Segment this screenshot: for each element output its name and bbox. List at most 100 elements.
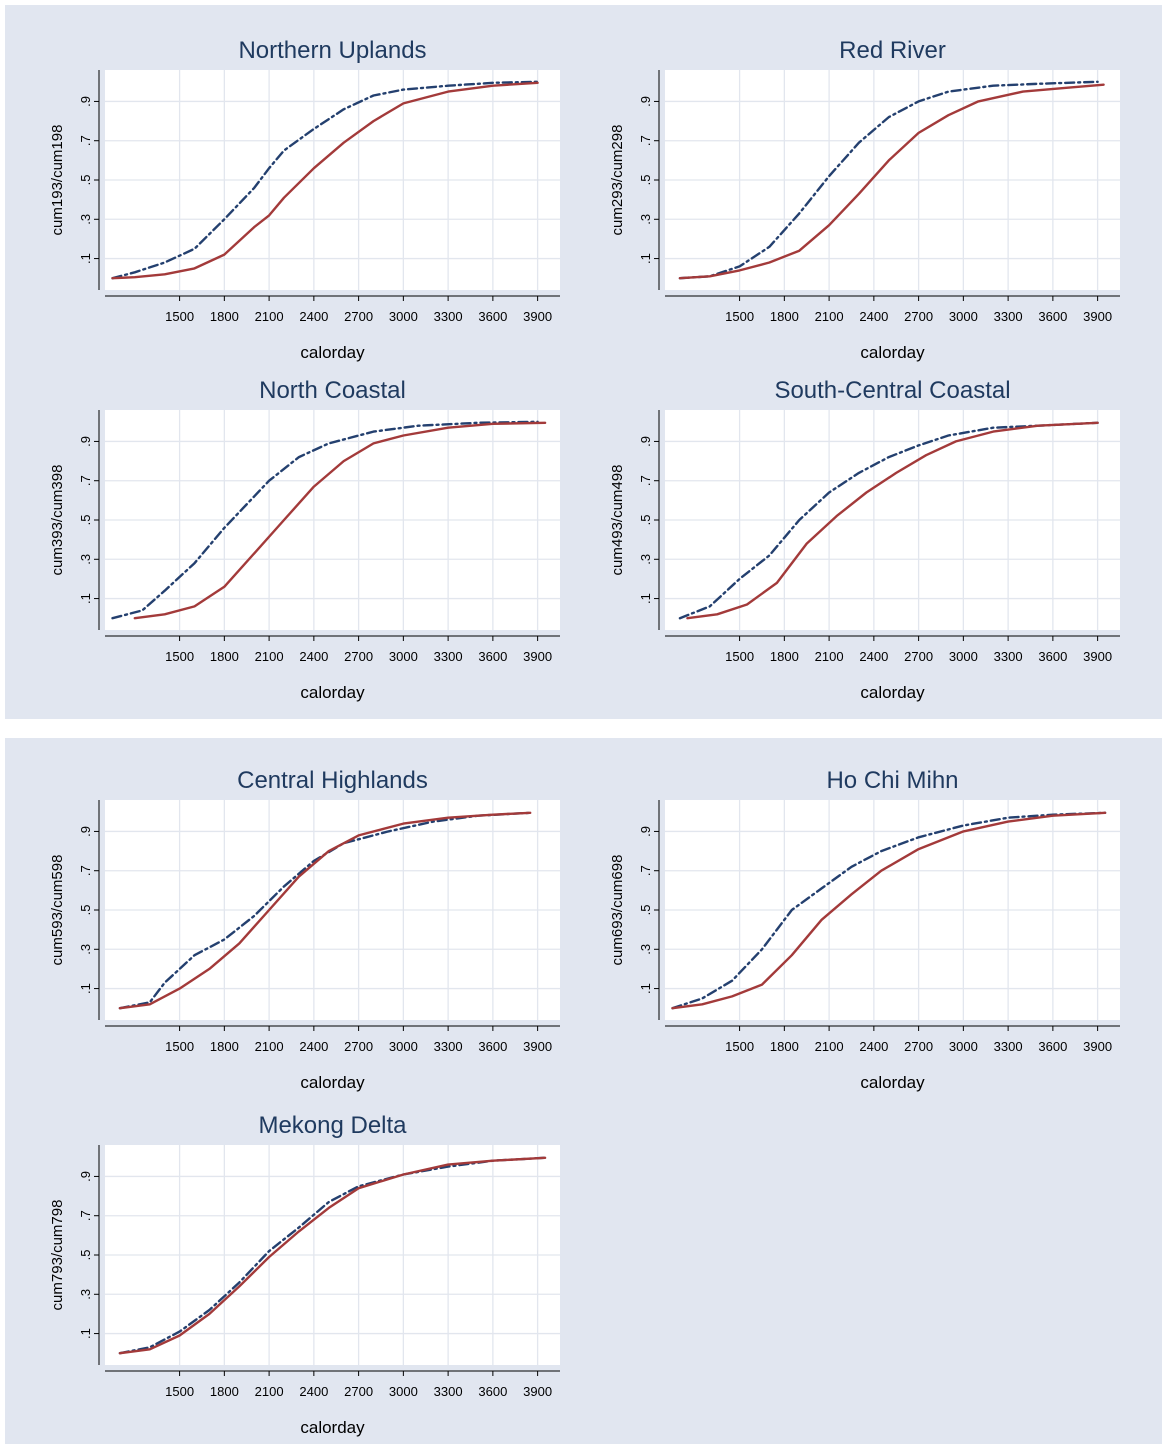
- y-tick-label: .5: [638, 905, 653, 916]
- x-tick-label: 3300: [434, 1384, 463, 1399]
- x-axis-label: calorday: [860, 1073, 925, 1092]
- y-tick-label: .5: [78, 515, 93, 526]
- chart-ho-chi-mihn: Ho Chi Mihn 1500 1800 2100 2400 2700 3000 3300 3…: [600, 765, 1130, 1092]
- x-tick-label: 3000: [949, 649, 978, 664]
- y-axis-label: cum793/cum798: [49, 1200, 66, 1311]
- x-axis-label: calorday: [300, 1418, 365, 1437]
- x-tick-label: 2400: [859, 649, 888, 664]
- x-tick-label: 2100: [815, 649, 844, 664]
- y-tick-label: .1: [638, 593, 653, 604]
- y-tick-label: .3: [78, 944, 93, 955]
- x-tick-label: 3000: [389, 649, 418, 664]
- x-tick-label: 1500: [165, 1039, 194, 1054]
- x-tick-label: 2700: [344, 1039, 373, 1054]
- series-line-dashdot: [678, 80, 1099, 280]
- y-tick-label: .9: [78, 436, 93, 447]
- series-line-dashdot: [671, 811, 1107, 1010]
- chart-svg: North Coastal 1500 1800 2100 2400 2700 3000 330…: [49, 377, 560, 702]
- y-tick-label: .9: [638, 826, 653, 837]
- y-axis-label: cum193/cum198: [49, 125, 66, 236]
- series-line-dashdot: [111, 80, 539, 280]
- x-tick-label: 3600: [1038, 649, 1067, 664]
- series-line-dashdot: [118, 811, 532, 1010]
- y-tick-label: .3: [78, 1289, 93, 1300]
- x-tick-label: 2100: [815, 309, 844, 324]
- x-tick-label: 2100: [255, 1039, 284, 1054]
- y-tick-label: .1: [638, 983, 653, 994]
- y-tick-label: .9: [638, 436, 653, 447]
- x-tick-label: 2400: [859, 309, 888, 324]
- chart-svg: Northern Uplands 1500 1800 2100 2400 2700 3000…: [49, 37, 560, 362]
- series-line-dashdot: [678, 421, 1099, 620]
- chart-title: South-Central Coastal: [774, 377, 1010, 404]
- x-tick-label: 3900: [523, 309, 552, 324]
- x-tick-label: 3300: [994, 1039, 1023, 1054]
- x-tick-label: 1800: [210, 649, 239, 664]
- x-tick-label: 3900: [523, 649, 552, 664]
- x-tick-label: 2700: [904, 649, 933, 664]
- x-tick-label: 3900: [523, 1384, 552, 1399]
- y-tick-label: .5: [78, 905, 93, 916]
- x-tick-label: 3000: [389, 309, 418, 324]
- y-tick-label: .7: [638, 475, 653, 486]
- chart-title: Ho Chi Mihn: [826, 767, 958, 794]
- chart-title: Mekong Delta: [258, 1112, 407, 1139]
- x-tick-label: 1800: [770, 649, 799, 664]
- x-tick-label: 3000: [389, 1384, 418, 1399]
- x-tick-label: 3600: [478, 649, 507, 664]
- chart-title: Red River: [839, 37, 946, 64]
- y-tick-label: .7: [78, 475, 93, 486]
- x-tick-label: 3000: [389, 1039, 418, 1054]
- y-axis-label: cum293/cum298: [609, 125, 626, 236]
- x-tick-label: 3900: [1083, 1039, 1112, 1054]
- series-line-solid: [118, 811, 532, 1010]
- chart-red-river: Red River 1500 1800 2100 2400 2700 3000 3300 360…: [600, 35, 1130, 362]
- x-tick-label: 2700: [344, 309, 373, 324]
- y-tick-label: .1: [78, 593, 93, 604]
- x-tick-label: 3600: [478, 1384, 507, 1399]
- y-tick-label: .7: [638, 865, 653, 876]
- chart-svg: Central Highlands 1500 1800 2100 2400 2700 300…: [49, 767, 560, 1092]
- y-tick-label: .5: [638, 515, 653, 526]
- x-tick-label: 2400: [299, 1039, 328, 1054]
- x-tick-label: 1500: [165, 649, 194, 664]
- y-tick-label: .7: [78, 1210, 93, 1221]
- x-tick-label: 1500: [725, 1039, 754, 1054]
- x-tick-label: 1800: [210, 1384, 239, 1399]
- series-line-solid: [111, 81, 539, 280]
- chart-mekong-delta: Mekong Delta 1500 1800 2100 2400 2700 3000 3300…: [40, 1110, 570, 1437]
- y-tick-label: .7: [638, 135, 653, 146]
- y-tick-label: .7: [78, 865, 93, 876]
- y-axis-label: cum693/cum698: [609, 855, 626, 966]
- y-axis-label: cum593/cum598: [49, 855, 66, 966]
- x-tick-label: 3300: [434, 309, 463, 324]
- series-line-dashdot: [118, 1156, 547, 1355]
- series-line-dashdot: [111, 420, 539, 620]
- x-axis-label: calorday: [860, 343, 925, 362]
- series-line-solid: [678, 83, 1105, 280]
- y-tick-label: .1: [78, 253, 93, 264]
- y-axis-label: cum493/cum498: [609, 465, 626, 576]
- y-tick-label: .9: [638, 96, 653, 107]
- x-tick-label: 1800: [770, 309, 799, 324]
- x-tick-label: 3600: [1038, 1039, 1067, 1054]
- x-tick-label: 2700: [344, 1384, 373, 1399]
- chart-svg: Ho Chi Mihn 1500 1800 2100 2400 2700 3000 3300 3…: [609, 767, 1120, 1092]
- series-line-solid: [671, 811, 1107, 1010]
- x-tick-label: 1500: [165, 309, 194, 324]
- chart-north-coastal: North Coastal 1500 1800 2100 2400 2700 3000 330…: [40, 375, 570, 702]
- x-tick-label: 3600: [478, 1039, 507, 1054]
- x-tick-label: 2700: [904, 309, 933, 324]
- y-tick-label: .3: [638, 944, 653, 955]
- x-tick-label: 2100: [255, 309, 284, 324]
- x-tick-label: 1800: [210, 1039, 239, 1054]
- x-tick-label: 2400: [299, 309, 328, 324]
- x-tick-label: 2100: [815, 1039, 844, 1054]
- x-tick-label: 3900: [1083, 649, 1112, 664]
- x-tick-label: 2400: [299, 1384, 328, 1399]
- x-tick-label: 2700: [904, 1039, 933, 1054]
- y-tick-label: .5: [78, 1250, 93, 1261]
- y-axis-label: cum393/cum398: [49, 465, 66, 576]
- y-tick-label: .9: [78, 826, 93, 837]
- y-tick-label: .3: [78, 214, 93, 225]
